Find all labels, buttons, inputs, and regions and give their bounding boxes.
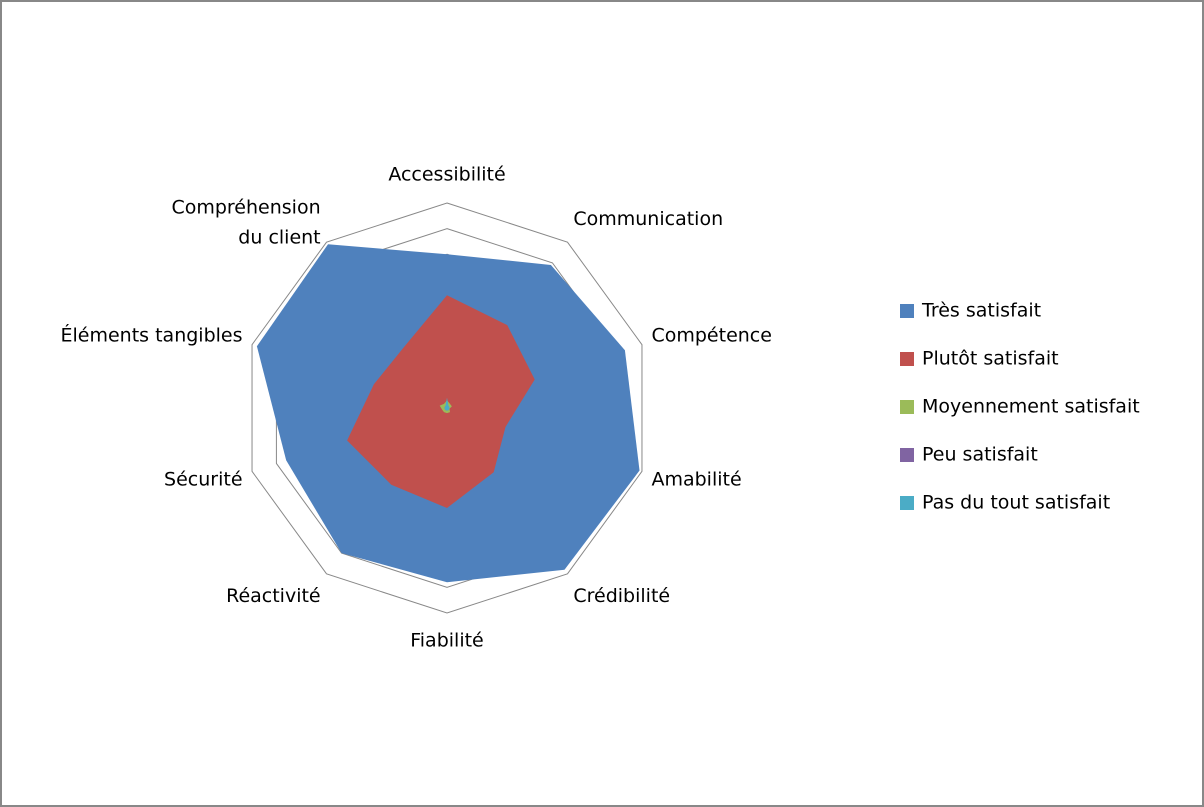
category-label: Communication: [573, 208, 723, 230]
legend-label: Moyennement satisfait: [922, 396, 1140, 418]
legend-label: Plutôt satisfait: [922, 348, 1059, 370]
category-label: Réactivité: [226, 585, 321, 607]
category-label: Compréhension du client: [171, 196, 320, 248]
legend-swatch: [900, 352, 914, 366]
grid-ring: [251, 202, 643, 614]
category-label: Amabilité: [651, 469, 741, 491]
category-label: Sécurité: [164, 469, 242, 491]
legend-swatch: [900, 496, 914, 510]
radar-area: [347, 295, 535, 508]
legend-swatch: [900, 304, 914, 318]
category-label: Compétence: [651, 324, 771, 346]
radar-area: [444, 397, 450, 411]
legend-label: Pas du tout satisfait: [922, 492, 1110, 514]
legend-swatch: [900, 448, 914, 462]
legend-label: Peu satisfait: [922, 444, 1038, 466]
legend-label: Très satisfait: [921, 300, 1041, 322]
category-label: Éléments tangibles: [61, 323, 243, 346]
legend-swatch: [900, 400, 914, 414]
category-label: Accessibilité: [388, 164, 505, 186]
category-label: Crédibilité: [573, 585, 670, 607]
category-label: Fiabilité: [410, 630, 484, 652]
